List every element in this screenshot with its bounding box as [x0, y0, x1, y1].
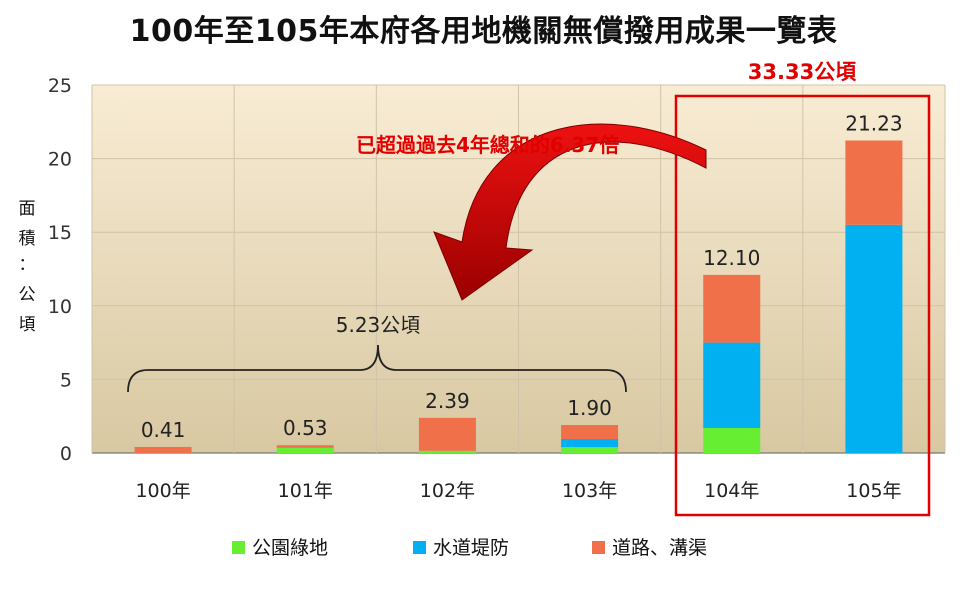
x-tick-label: 101年	[278, 480, 333, 502]
bar-segment	[845, 140, 903, 225]
y-tick-label: 20	[48, 149, 72, 171]
legend-label: 公園綠地	[252, 537, 328, 559]
bar-segment	[845, 224, 903, 453]
chart-title: 100年至105年本府各用地機關無償撥用成果一覽表	[129, 14, 838, 49]
x-tick-label: 104年	[704, 480, 759, 502]
y-axis-label-char: 公	[19, 285, 36, 305]
bar-total-label: 1.90	[567, 396, 612, 420]
bar-total-label: 12.10	[703, 246, 760, 270]
bar-segment	[276, 445, 334, 448]
y-tick-label: 10	[48, 296, 72, 318]
x-axis-categories: 100年 101年 102年 103年 104年 105年	[135, 480, 901, 502]
y-axis-label-char: 頃	[19, 315, 36, 335]
bar-segment	[418, 450, 476, 453]
legend-label: 水道堤防	[433, 537, 509, 559]
bar-segment	[703, 342, 761, 428]
legend-swatch	[232, 541, 245, 554]
data-labels: 0.41 0.53 2.39 1.90 12.10 21.23	[141, 111, 903, 441]
y-tick-label: 5	[60, 369, 72, 391]
brace-total-label: 5.23公頃	[336, 313, 421, 337]
legend-swatch	[592, 541, 605, 554]
legend-swatch	[413, 541, 426, 554]
bar-segment	[561, 425, 619, 440]
gridlines	[91, 84, 946, 454]
y-tick-label: 0	[60, 443, 72, 465]
y-axis-label-char: 積	[19, 229, 36, 249]
bar-total-label: 0.41	[141, 418, 186, 442]
x-tick-label: 105年	[846, 480, 901, 502]
y-tick-label: 25	[48, 75, 72, 97]
bar-total-label: 21.23	[845, 111, 902, 135]
arrow-annotation: 已超過過去4年總和的6.37倍	[356, 133, 619, 157]
y-axis-ticks: 0 5 10 15 20 25	[48, 75, 72, 465]
bar-segment	[134, 446, 192, 453]
y-axis-label-char: 面	[19, 199, 36, 219]
x-tick-label: 102年	[420, 480, 475, 502]
bar-segment	[703, 427, 761, 453]
y-axis-label-char: ：	[19, 255, 36, 275]
bars	[134, 140, 903, 453]
highlight-box	[674, 94, 931, 517]
curved-arrow	[433, 123, 707, 301]
legend: 公園綠地 水道堤防 道路、溝渠	[232, 537, 707, 559]
highlight-total-label: 33.33公頃	[748, 60, 857, 84]
bar-segment	[276, 447, 334, 453]
legend-label: 道路、溝渠	[612, 537, 707, 559]
x-tick-label: 100年	[135, 480, 190, 502]
bar-segment	[561, 447, 619, 453]
bar-total-label: 0.53	[283, 416, 328, 440]
bar-total-label: 2.39	[425, 389, 470, 413]
bar-segment	[418, 417, 476, 451]
brace-100-103	[127, 344, 627, 393]
bar-segment	[703, 274, 761, 343]
bar-segment	[561, 439, 619, 448]
x-tick-label: 103年	[562, 480, 617, 502]
y-tick-label: 15	[48, 222, 72, 244]
y-axis-label: 面積 ： 公頃	[19, 199, 36, 335]
